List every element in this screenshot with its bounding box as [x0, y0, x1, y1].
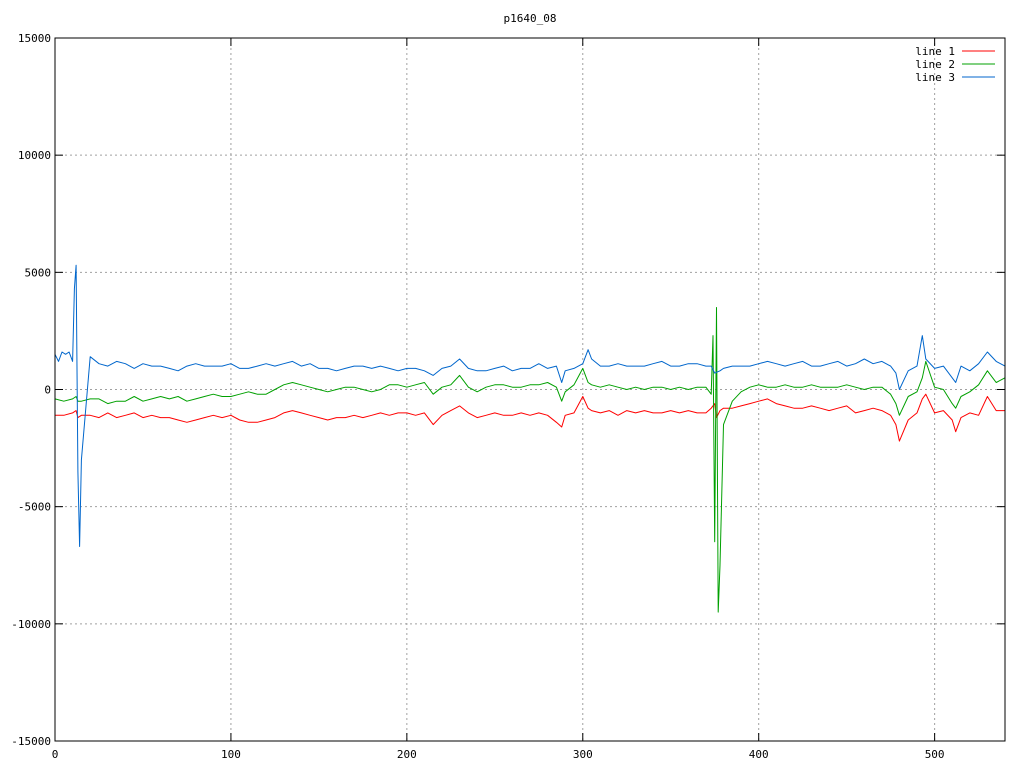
series-line-3	[54, 264, 1006, 547]
axis-ticks: -15000 -10000 -5000 0 5000 10000 15000 0 100 200 3…	[11, 32, 1005, 761]
y-tick-label: -5000	[18, 501, 51, 514]
x-tick-label: 400	[749, 748, 769, 761]
x-tick-label: 100	[221, 748, 241, 761]
legend-label-3: line 3	[915, 71, 955, 84]
x-tick-label: 300	[573, 748, 593, 761]
y-tick-label: 5000	[25, 266, 52, 279]
chart-title: p1640_08	[504, 12, 557, 25]
y-tick-label: -10000	[11, 618, 51, 631]
legend-label-2: line 2	[915, 58, 955, 71]
y-tick-label: 10000	[18, 149, 51, 162]
y-tick-label: -15000	[11, 735, 51, 748]
x-tick-label: 500	[925, 748, 945, 761]
x-tick-label: 200	[397, 748, 417, 761]
series-line-1	[55, 393, 1005, 442]
y-tick-label: 0	[44, 384, 51, 397]
y-tick-label: 15000	[18, 32, 51, 45]
series-line-2	[54, 307, 1006, 613]
x-tick-label: 0	[52, 748, 59, 761]
grid	[55, 38, 1005, 741]
legend-label-1: line 1	[915, 45, 955, 58]
series-lines	[54, 264, 1006, 613]
